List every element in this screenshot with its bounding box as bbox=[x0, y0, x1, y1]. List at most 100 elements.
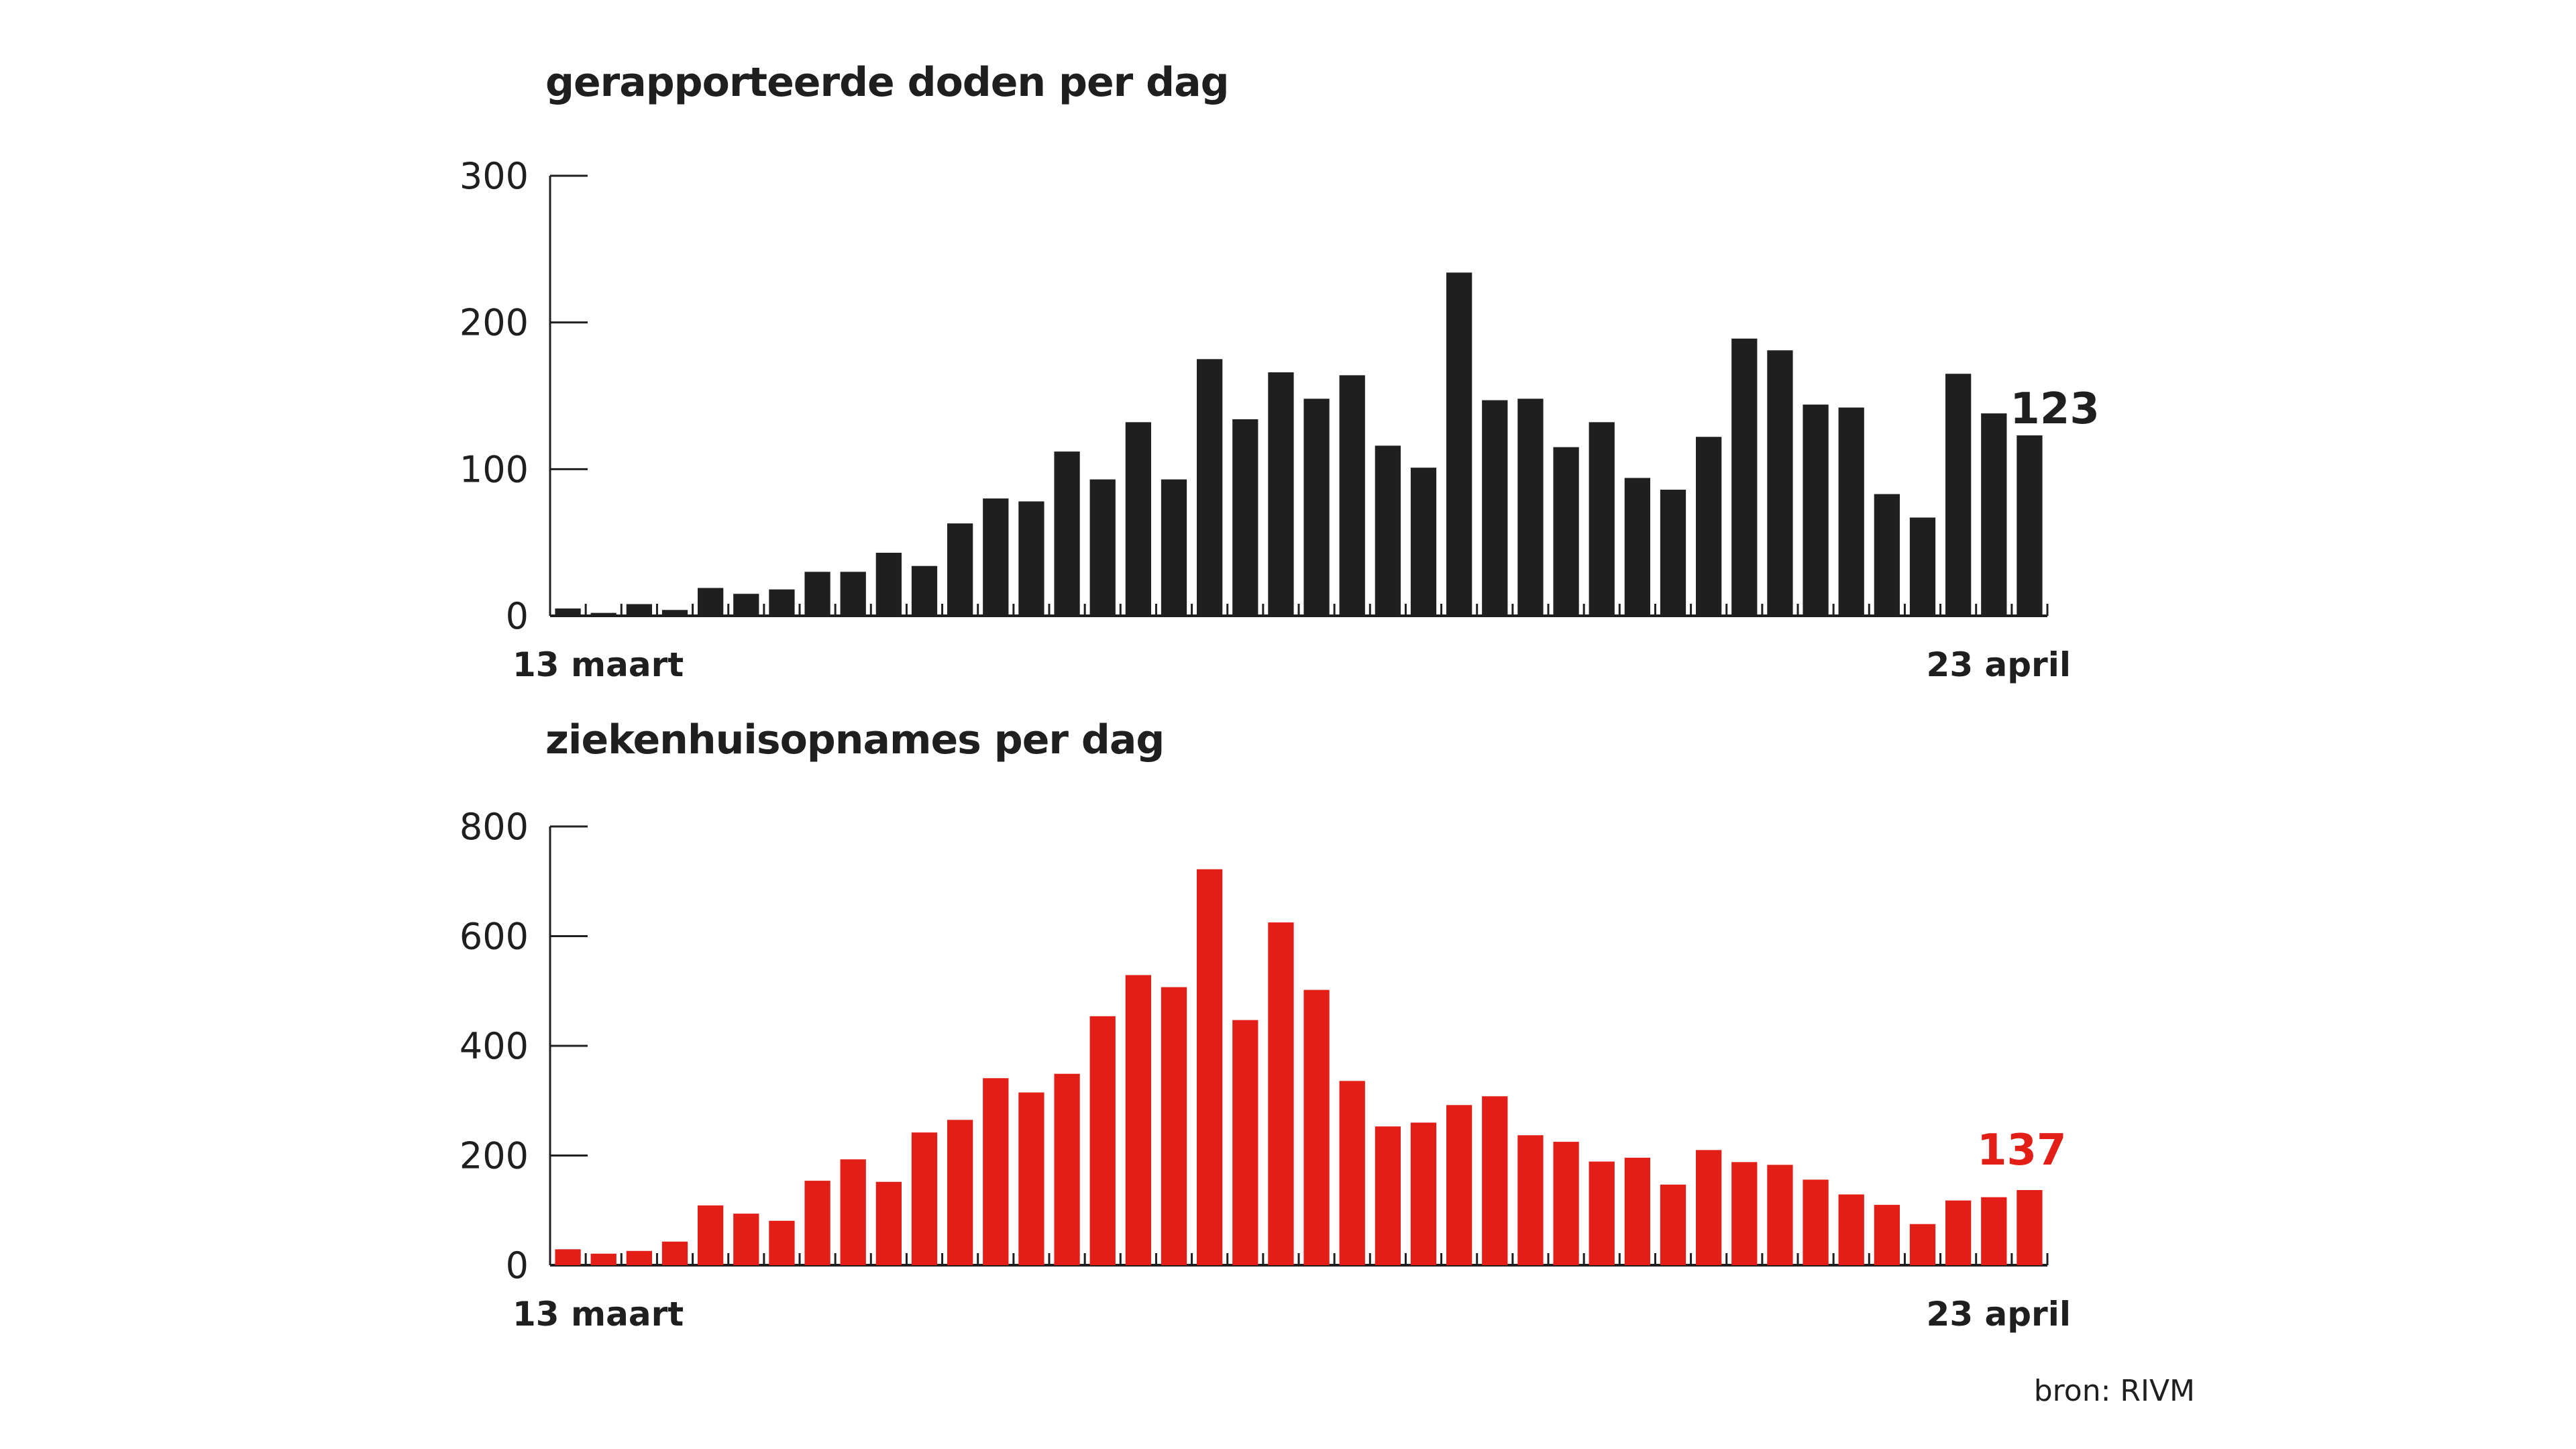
bar bbox=[911, 566, 938, 616]
bar bbox=[1838, 407, 1864, 616]
bar bbox=[1339, 375, 1365, 616]
bar bbox=[590, 1253, 616, 1265]
y-tick-label: 800 bbox=[460, 806, 529, 848]
source-note: bron: RIVM bbox=[2033, 1374, 2195, 1408]
bar bbox=[804, 1181, 830, 1265]
bar bbox=[1054, 1073, 1080, 1265]
bar bbox=[1589, 422, 1615, 616]
bar bbox=[1803, 1179, 1829, 1265]
bar bbox=[1909, 517, 1936, 616]
bar bbox=[1268, 922, 1294, 1265]
hospital-x-end-label: 23 april bbox=[1926, 1295, 2071, 1334]
bar bbox=[1161, 987, 1187, 1265]
bar bbox=[1731, 338, 1758, 616]
bar bbox=[769, 589, 795, 616]
bar bbox=[875, 1181, 902, 1265]
bar bbox=[1874, 494, 1900, 616]
bar bbox=[1517, 398, 1544, 616]
bar bbox=[1089, 479, 1116, 616]
bar bbox=[1446, 1105, 1472, 1265]
y-tick-label: 400 bbox=[460, 1025, 529, 1067]
bar bbox=[1981, 1197, 2007, 1265]
bar bbox=[1589, 1161, 1615, 1265]
hospital-x-start-label: 13 maart bbox=[513, 1295, 684, 1334]
bar bbox=[2017, 1190, 2043, 1265]
deaths-chart-title: gerapporteerde doden per dag bbox=[545, 59, 1230, 106]
bar bbox=[1089, 1016, 1116, 1265]
bar bbox=[1803, 405, 1829, 616]
bar bbox=[555, 1249, 581, 1265]
bar bbox=[1482, 400, 1508, 616]
hospital-chart-title: ziekenhuisopnames per dag bbox=[545, 716, 1165, 763]
bar bbox=[1054, 451, 1080, 616]
y-tick-label: 600 bbox=[460, 916, 529, 958]
bar bbox=[1125, 422, 1151, 616]
bar bbox=[1197, 359, 1223, 616]
bar bbox=[1517, 1135, 1544, 1265]
bar bbox=[1660, 1184, 1686, 1265]
bar bbox=[911, 1132, 938, 1265]
bar bbox=[1303, 989, 1330, 1265]
bar bbox=[1197, 869, 1223, 1265]
bar bbox=[1410, 468, 1437, 616]
bar bbox=[875, 552, 902, 616]
bar bbox=[1018, 1092, 1044, 1265]
bar bbox=[1874, 1205, 1900, 1265]
bar bbox=[840, 572, 866, 616]
y-tick-label: 0 bbox=[506, 595, 529, 637]
bar bbox=[804, 572, 830, 616]
bar bbox=[1981, 413, 2007, 616]
bar bbox=[1232, 1020, 1258, 1265]
bar bbox=[947, 523, 973, 616]
y-tick-label: 200 bbox=[460, 1135, 529, 1177]
bar bbox=[555, 608, 581, 616]
bar bbox=[1553, 447, 1579, 616]
bar bbox=[1945, 1200, 1972, 1265]
bar bbox=[1303, 398, 1330, 616]
bar bbox=[1945, 374, 1972, 616]
bar bbox=[1410, 1122, 1437, 1265]
y-tick-label: 300 bbox=[460, 155, 529, 197]
bar bbox=[1660, 489, 1686, 616]
bar bbox=[1375, 445, 1401, 616]
bar bbox=[1125, 975, 1151, 1265]
bar bbox=[1339, 1081, 1365, 1265]
bar bbox=[1696, 1150, 1722, 1265]
bar bbox=[1624, 478, 1650, 616]
bar bbox=[698, 1205, 724, 1265]
bar bbox=[1268, 372, 1294, 616]
deaths-x-start-label: 13 maart bbox=[513, 645, 684, 684]
bar bbox=[1696, 437, 1722, 616]
bar bbox=[769, 1220, 795, 1265]
bar bbox=[1375, 1126, 1401, 1265]
bar bbox=[947, 1120, 973, 1265]
bar bbox=[1909, 1224, 1936, 1265]
y-tick-label: 100 bbox=[460, 448, 529, 490]
deaths-chart: 0 100 200 300 123 bbox=[0, 0, 2576, 711]
bar bbox=[1232, 419, 1258, 616]
deaths-x-end-label: 23 april bbox=[1926, 645, 2071, 684]
bar bbox=[1767, 350, 1793, 616]
bar bbox=[590, 612, 616, 616]
bar bbox=[1624, 1157, 1650, 1265]
bar bbox=[733, 1214, 759, 1265]
bar bbox=[840, 1159, 866, 1265]
bar bbox=[698, 588, 724, 616]
bar bbox=[983, 1078, 1009, 1265]
bar bbox=[733, 594, 759, 616]
bar bbox=[626, 604, 652, 616]
hospital-chart: 0 200 400 600 800 137 bbox=[460, 806, 2067, 1287]
bar bbox=[1838, 1194, 1864, 1265]
bar bbox=[1767, 1165, 1793, 1265]
y-tick-label: 0 bbox=[506, 1244, 529, 1287]
bar bbox=[2017, 435, 2043, 616]
bar bbox=[626, 1250, 652, 1265]
y-tick-label: 200 bbox=[460, 302, 529, 344]
bar bbox=[1161, 479, 1187, 616]
bar bbox=[661, 1241, 688, 1265]
bar bbox=[983, 498, 1009, 616]
bar bbox=[1446, 272, 1472, 616]
bar bbox=[661, 610, 688, 616]
